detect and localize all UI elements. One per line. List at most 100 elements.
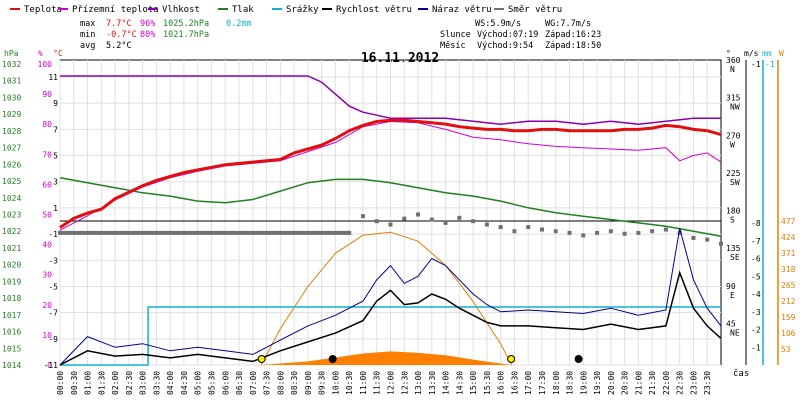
wind-dir-point	[719, 241, 723, 246]
axis-title-dir: °	[726, 49, 731, 58]
tick-temp: -1	[48, 230, 58, 239]
wind-dir-point	[526, 225, 531, 230]
sunrise-marker	[257, 355, 266, 363]
tick-x: 09:00	[304, 371, 313, 395]
stat-moonset: Západ:18:50	[545, 41, 601, 51]
wind-dir-point	[677, 230, 682, 235]
tick-x: 15:00	[469, 371, 478, 395]
wind-dir-point	[484, 222, 489, 227]
tick-dir-deg: 135	[726, 244, 741, 253]
tick-temp: 7	[53, 125, 58, 134]
tick-solar: 318	[781, 265, 796, 274]
wind-dir-point	[581, 233, 586, 238]
tick-x: 12:30	[400, 371, 409, 395]
tick-x: 17:30	[538, 371, 547, 395]
stat-min-hum: 80%	[140, 30, 155, 40]
legend-label: Vlhkost	[162, 5, 200, 15]
tick-solar: 477	[781, 217, 796, 226]
tick-wind: -2	[751, 326, 761, 335]
tick-x: 06:00	[221, 371, 230, 395]
stat-max-temp: 7.7°C	[106, 19, 132, 29]
legend-label: Teplota	[24, 5, 62, 15]
tick-x: 00:30	[70, 371, 79, 395]
solar-area	[261, 351, 512, 365]
tick-x: 04:00	[166, 371, 175, 395]
wind-dir-point	[595, 230, 600, 235]
moonset-marker	[574, 355, 583, 363]
tick-dir-deg: 360	[726, 56, 741, 65]
tick-x: 06:30	[235, 371, 244, 395]
tick-x: 02:00	[111, 371, 120, 395]
humidity-line	[60, 75, 721, 125]
stat-sunrise: Východ:07:19	[477, 30, 538, 40]
tick-x: 18:00	[552, 371, 561, 395]
stat-sun-label: Slunce	[440, 30, 471, 40]
axis-title-pct: %	[38, 49, 43, 58]
tick-x: 12:00	[387, 371, 396, 395]
tick-wind: -7	[751, 237, 761, 246]
chart-title: 16.11.2012	[361, 51, 439, 66]
axis-title-solar: W	[779, 49, 784, 58]
tick-x: 23:00	[689, 371, 698, 395]
tick-x: 14:30	[455, 371, 464, 395]
tick-dir-deg: 180	[726, 207, 741, 216]
tick-temp: 11	[48, 73, 58, 82]
tick-dir-name: NW	[730, 103, 740, 112]
tick-pct: 10	[42, 331, 52, 340]
tick-hpa: 1018	[2, 294, 21, 303]
wind-dir-point	[539, 227, 544, 232]
tick-x: 21:00	[634, 371, 643, 395]
legend-label: Tlak	[232, 5, 254, 15]
tick-dir-name: N	[730, 65, 735, 74]
tick-wind: -1	[751, 343, 761, 352]
stat-max-hum: 96%	[140, 19, 155, 29]
tick-wind: -8	[751, 219, 761, 228]
x-axis-label: čas	[733, 368, 749, 379]
tick-x: 11:30	[373, 371, 382, 395]
tick-hpa: 1015	[2, 344, 21, 353]
tick-hpa: 1026	[2, 160, 21, 169]
tick-x: 13:30	[428, 371, 437, 395]
tick-temp: 1	[53, 204, 58, 213]
tick-hpa: 1030	[2, 93, 21, 102]
tick-x: 01:00	[84, 371, 93, 395]
tick-x: 03:30	[152, 371, 161, 395]
tick-dir-deg: 45	[726, 319, 736, 328]
tick-wind: -3	[751, 308, 761, 317]
stats-block: max 7.7°C 96% 1025.2hPa 0.2mm min -0.7°C…	[80, 19, 601, 51]
wind-dir-point	[402, 216, 407, 221]
tick-x: 22:00	[662, 371, 671, 395]
tick-hpa: 1019	[2, 277, 21, 286]
tick-x: 07:30	[263, 371, 272, 395]
tick-dir-deg: 315	[726, 94, 741, 103]
tick-x: 14:00	[442, 371, 451, 395]
tick-x: 11:00	[359, 371, 368, 395]
tick-pct: 40	[42, 241, 52, 250]
tick-wind: -1	[751, 60, 761, 69]
tick-x: 04:30	[180, 371, 189, 395]
stat-avg-label: avg	[80, 41, 95, 51]
tick-solar: 265	[781, 281, 796, 290]
tick-x: 22:30	[676, 371, 685, 395]
tick-pct: 80	[42, 120, 52, 129]
legend-label: Srážky	[286, 5, 319, 15]
sunset-marker	[507, 355, 516, 363]
legend-label: Přízemní teplota	[72, 5, 159, 15]
grid	[59, 60, 721, 366]
stat-min-press: 1021.7hPa	[163, 30, 209, 40]
tick-x: 08:00	[276, 371, 285, 395]
tick-dir-name: W	[730, 140, 735, 149]
tick-hpa: 1020	[2, 261, 21, 270]
tick-dir-name: E	[730, 291, 735, 300]
wind-dir-point	[567, 230, 572, 235]
wind-dir-point	[471, 219, 476, 224]
tick-x: 09:30	[318, 371, 327, 395]
tick-x: 02:30	[125, 371, 134, 395]
tick-dir-name: SW	[730, 178, 740, 187]
temperature-line	[59, 118, 722, 229]
tick-temp: -7	[48, 309, 58, 318]
tick-temp: 3	[53, 178, 58, 187]
stat-moonrise: Východ:9:54	[477, 41, 533, 51]
tick-pct: 20	[42, 301, 52, 310]
